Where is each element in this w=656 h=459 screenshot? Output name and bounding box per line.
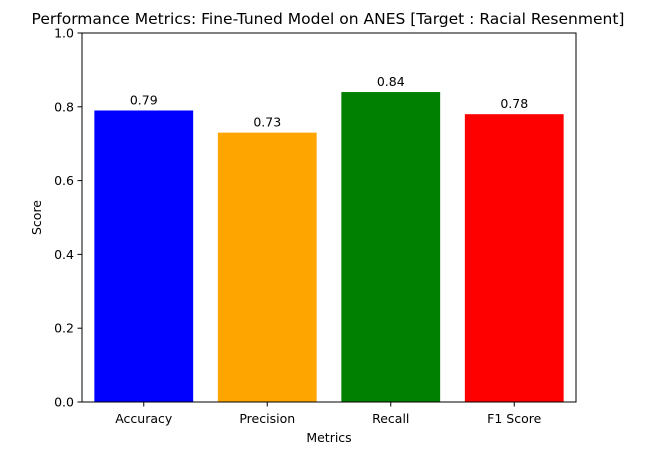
y-tick-label: 0.6 <box>54 173 74 188</box>
bars-layer <box>94 92 564 403</box>
value-labels-layer: 0.79 0.73 0.84 0.78 <box>130 74 528 130</box>
y-tick-label: 1.0 <box>54 26 74 41</box>
x-tick-label: Accuracy <box>115 411 173 426</box>
y-axis-ticks: 0.0 0.2 0.4 0.6 0.8 1.0 <box>54 26 82 410</box>
y-axis-label: Score <box>29 200 44 235</box>
bar-value-label: 0.79 <box>130 92 158 107</box>
y-tick-label: 0.4 <box>54 247 74 262</box>
bar-f1-score <box>464 114 564 403</box>
bar-accuracy <box>94 110 194 403</box>
bar-value-label: 0.78 <box>500 96 528 111</box>
chart-title: Performance Metrics: Fine-Tuned Model on… <box>32 10 625 28</box>
x-tick-label: Precision <box>239 411 295 426</box>
bar-value-label: 0.73 <box>253 115 281 130</box>
y-tick-label: 0.2 <box>54 321 74 336</box>
x-tick-label: F1 Score <box>487 411 541 426</box>
bar-precision <box>217 132 317 402</box>
y-tick-label: 0.0 <box>54 395 74 410</box>
x-axis-label: Metrics <box>306 430 351 445</box>
x-tick-label: Recall <box>372 411 409 426</box>
bar-recall <box>341 92 441 402</box>
plot-frame <box>81 32 577 403</box>
x-axis-ticks: Accuracy Precision Recall F1 Score <box>115 402 542 426</box>
bar-value-label: 0.84 <box>377 74 405 89</box>
y-tick-label: 0.8 <box>54 99 74 114</box>
